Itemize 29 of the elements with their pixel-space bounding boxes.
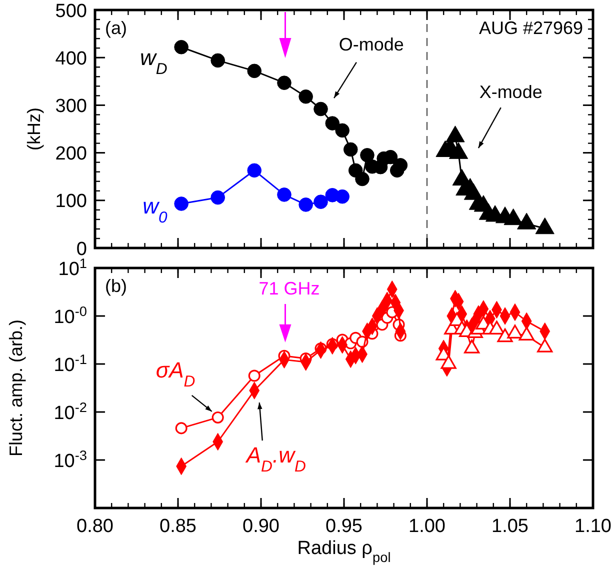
y-tick-label: 500 bbox=[55, 0, 87, 22]
y-axis-title: Fluct. amp. (arb.) bbox=[6, 319, 26, 457]
annotation: (a) bbox=[104, 18, 127, 38]
x-tick-label: 1.10 bbox=[574, 516, 612, 537]
y-tick-label: 100 bbox=[55, 191, 87, 212]
y-tick-label: 400 bbox=[55, 48, 87, 70]
annotation: 71 GHz bbox=[258, 278, 320, 298]
y-tick-label: 10$^{-3}$ bbox=[54, 447, 87, 472]
annotation: AUG #27969 bbox=[478, 18, 584, 38]
x-axis-title: Radius ρ$_{pol}$ bbox=[297, 538, 391, 564]
x-tick-label: 0.95 bbox=[326, 516, 362, 537]
y-tick-label: 300 bbox=[55, 96, 87, 118]
annotation: (b) bbox=[104, 276, 127, 296]
y-tick-label: 10$^{-1}$ bbox=[54, 351, 87, 376]
y-axis-title: (kHz) bbox=[24, 108, 44, 150]
y-tick-label: 10$^{-0}$ bbox=[54, 303, 88, 328]
x-tick-label: 0.90 bbox=[242, 516, 280, 537]
annotation: X-mode bbox=[479, 82, 542, 102]
legend-label: w$_{D}$ bbox=[140, 45, 168, 78]
annotation: O-mode bbox=[338, 34, 404, 54]
x-tick-label: 1.05 bbox=[492, 516, 528, 537]
series-label: σA$_{D}$ bbox=[156, 357, 196, 390]
x-tick-label: 0.80 bbox=[76, 516, 114, 537]
x-tick-label: 1.00 bbox=[408, 516, 446, 537]
x-tick-label: 0.85 bbox=[160, 516, 196, 537]
series-label: A$_{D}$.w$_{D}$ bbox=[244, 442, 306, 476]
y-tick-label: 200 bbox=[55, 144, 87, 165]
series-label: w$_{0}$ bbox=[142, 194, 168, 226]
y-tick-label: 10$^{-2}$ bbox=[54, 399, 87, 424]
